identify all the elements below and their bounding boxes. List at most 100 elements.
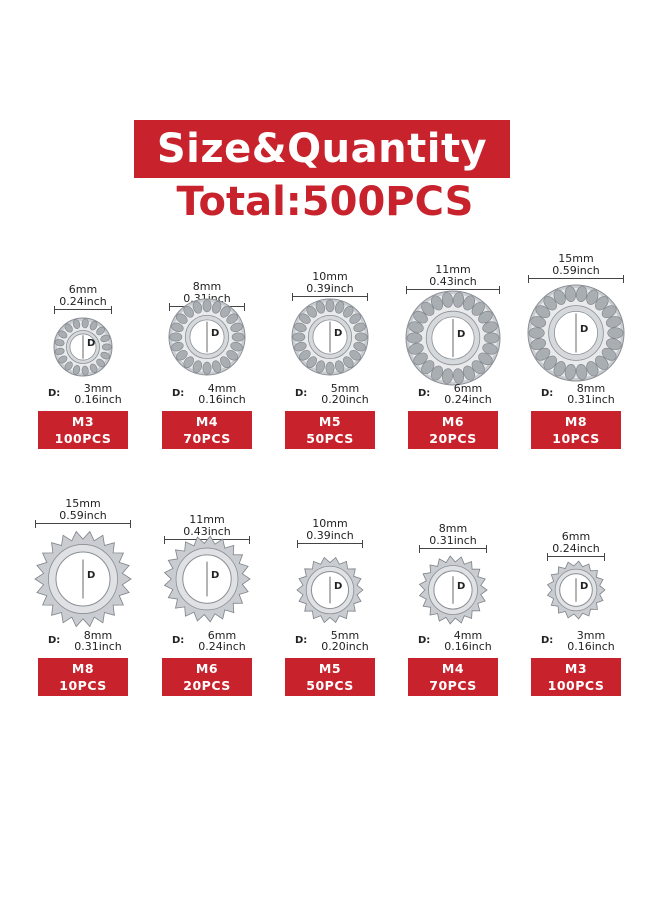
outer-diameter-label: 11mm 0.43inch bbox=[393, 264, 513, 288]
outer-inch: 0.39inch bbox=[306, 529, 354, 542]
outer-diameter-label: 15mm 0.59inch bbox=[23, 498, 143, 522]
size-quantity-badge: M8 10PCS bbox=[38, 658, 128, 696]
outer-mm: 10mm bbox=[312, 270, 348, 283]
outer-mm: 8mm bbox=[192, 280, 222, 293]
outer-diameter-line bbox=[292, 293, 368, 301]
inner-mm: 4mm bbox=[453, 629, 483, 642]
quantity-label: 70PCS bbox=[183, 431, 231, 446]
internal-tooth-washer-image bbox=[52, 316, 114, 382]
outer-inch: 0.59inch bbox=[552, 264, 600, 277]
inner-inch: 0.31inch bbox=[74, 640, 122, 653]
inner-diameter-label: 4mm 0.16inch bbox=[192, 383, 252, 405]
inner-inch: 0.24inch bbox=[444, 393, 492, 406]
quantity-label: 10PCS bbox=[59, 678, 107, 693]
inner-mm: 6mm bbox=[453, 382, 483, 395]
inner-diameter-prefix: D: bbox=[48, 388, 61, 399]
external-tooth-washer-image bbox=[417, 554, 489, 630]
size-quantity-badge: M6 20PCS bbox=[408, 411, 498, 449]
outer-mm: 8mm bbox=[438, 522, 468, 535]
inner-diameter-label: 6mm 0.24inch bbox=[192, 630, 252, 652]
outer-inch: 0.43inch bbox=[429, 275, 477, 288]
outer-diameter-label: 10mm 0.39inch bbox=[270, 518, 390, 542]
inner-mm: 5mm bbox=[330, 382, 360, 395]
internal-tooth-washer-image bbox=[404, 289, 502, 391]
inner-diameter-marker: D bbox=[457, 329, 466, 340]
outer-diameter-line bbox=[528, 275, 624, 283]
outer-inch: 0.31inch bbox=[429, 534, 477, 547]
outer-mm: 11mm bbox=[189, 513, 225, 526]
size-label: M3 bbox=[564, 661, 588, 676]
inner-inch: 0.20inch bbox=[321, 393, 369, 406]
size-label: M4 bbox=[195, 414, 219, 429]
outer-diameter-line bbox=[297, 540, 363, 548]
inner-diameter-label: 5mm 0.20inch bbox=[315, 383, 375, 405]
inner-mm: 3mm bbox=[83, 382, 113, 395]
inner-diameter-prefix: D: bbox=[172, 388, 185, 399]
size-label: M5 bbox=[318, 414, 342, 429]
size-label: M3 bbox=[71, 414, 95, 429]
external-tooth-washer-image bbox=[33, 529, 133, 633]
outer-inch: 0.24inch bbox=[552, 542, 600, 555]
inner-inch: 0.16inch bbox=[198, 393, 246, 406]
outer-inch: 0.24inch bbox=[59, 295, 107, 308]
outer-diameter-line bbox=[35, 520, 131, 528]
quantity-label: 20PCS bbox=[183, 678, 231, 693]
size-quantity-badge: M5 50PCS bbox=[285, 411, 375, 449]
quantity-label: 20PCS bbox=[429, 431, 477, 446]
external-tooth-washer-image bbox=[162, 534, 252, 628]
inner-diameter-prefix: D: bbox=[172, 635, 185, 646]
inner-inch: 0.16inch bbox=[567, 640, 615, 653]
inner-diameter-label: 8mm 0.31inch bbox=[68, 630, 128, 652]
inner-diameter-marker: D bbox=[580, 581, 589, 592]
inner-diameter-marker: D bbox=[334, 328, 343, 339]
inner-diameter-label: 3mm 0.16inch bbox=[68, 383, 128, 405]
outer-diameter-label: 15mm 0.59inch bbox=[516, 253, 636, 277]
inner-inch: 0.16inch bbox=[444, 640, 492, 653]
external-tooth-washer-image bbox=[545, 559, 607, 625]
quantity-label: 100PCS bbox=[54, 431, 112, 446]
outer-mm: 15mm bbox=[558, 252, 594, 265]
inner-mm: 6mm bbox=[207, 629, 237, 642]
size-quantity-badge: M4 70PCS bbox=[162, 411, 252, 449]
outer-diameter-line bbox=[406, 286, 500, 294]
size-label: M6 bbox=[195, 661, 219, 676]
size-label: M8 bbox=[564, 414, 588, 429]
outer-inch: 0.39inch bbox=[306, 282, 354, 295]
outer-mm: 11mm bbox=[435, 263, 471, 276]
inner-diameter-label: 6mm 0.24inch bbox=[438, 383, 498, 405]
quantity-label: 10PCS bbox=[552, 431, 600, 446]
inner-inch: 0.24inch bbox=[198, 640, 246, 653]
outer-mm: 10mm bbox=[312, 517, 348, 530]
size-quantity-badge: M3 100PCS bbox=[38, 411, 128, 449]
size-label: M8 bbox=[71, 661, 95, 676]
inner-mm: 8mm bbox=[576, 382, 606, 395]
internal-tooth-washer-image bbox=[167, 297, 247, 381]
inner-diameter-prefix: D: bbox=[541, 388, 554, 399]
quantity-label: 50PCS bbox=[306, 678, 354, 693]
outer-diameter-line bbox=[54, 306, 112, 314]
inner-diameter-marker: D bbox=[580, 324, 589, 335]
quantity-label: 50PCS bbox=[306, 431, 354, 446]
size-label: M6 bbox=[441, 414, 465, 429]
outer-diameter-label: 6mm 0.24inch bbox=[516, 531, 636, 555]
quantity-label: 70PCS bbox=[429, 678, 477, 693]
inner-diameter-marker: D bbox=[211, 570, 220, 581]
inner-diameter-marker: D bbox=[87, 338, 96, 349]
inner-mm: 4mm bbox=[207, 382, 237, 395]
inner-diameter-marker: D bbox=[211, 328, 220, 339]
inner-diameter-prefix: D: bbox=[418, 388, 431, 399]
outer-diameter-label: 10mm 0.39inch bbox=[270, 271, 390, 295]
inner-diameter-prefix: D: bbox=[295, 388, 308, 399]
outer-inch: 0.43inch bbox=[183, 525, 231, 538]
inner-mm: 5mm bbox=[330, 629, 360, 642]
inner-inch: 0.20inch bbox=[321, 640, 369, 653]
outer-diameter-line bbox=[547, 553, 605, 561]
outer-mm: 15mm bbox=[65, 497, 101, 510]
inner-diameter-label: 3mm 0.16inch bbox=[561, 630, 621, 652]
outer-mm: 6mm bbox=[561, 530, 591, 543]
size-quantity-badge: M8 10PCS bbox=[531, 411, 621, 449]
size-label: M4 bbox=[441, 661, 465, 676]
inner-diameter-marker: D bbox=[457, 581, 466, 592]
inner-inch: 0.16inch bbox=[74, 393, 122, 406]
